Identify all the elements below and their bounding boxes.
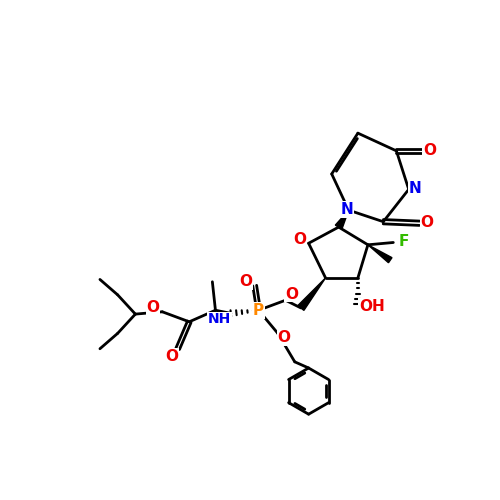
- Text: N: N: [340, 202, 353, 217]
- Text: P: P: [253, 302, 264, 318]
- Text: O: O: [420, 215, 434, 230]
- Text: O: O: [293, 232, 306, 247]
- Text: O: O: [239, 274, 252, 289]
- Text: O: O: [146, 300, 160, 314]
- Text: F: F: [398, 234, 408, 249]
- Text: NH: NH: [208, 312, 231, 326]
- Text: O: O: [285, 286, 298, 302]
- Text: OH: OH: [359, 299, 384, 314]
- Polygon shape: [298, 278, 326, 310]
- Text: O: O: [165, 349, 178, 364]
- Text: O: O: [278, 330, 290, 345]
- Polygon shape: [336, 210, 348, 229]
- Polygon shape: [368, 245, 392, 262]
- Text: N: N: [408, 181, 421, 196]
- Text: O: O: [423, 142, 436, 158]
